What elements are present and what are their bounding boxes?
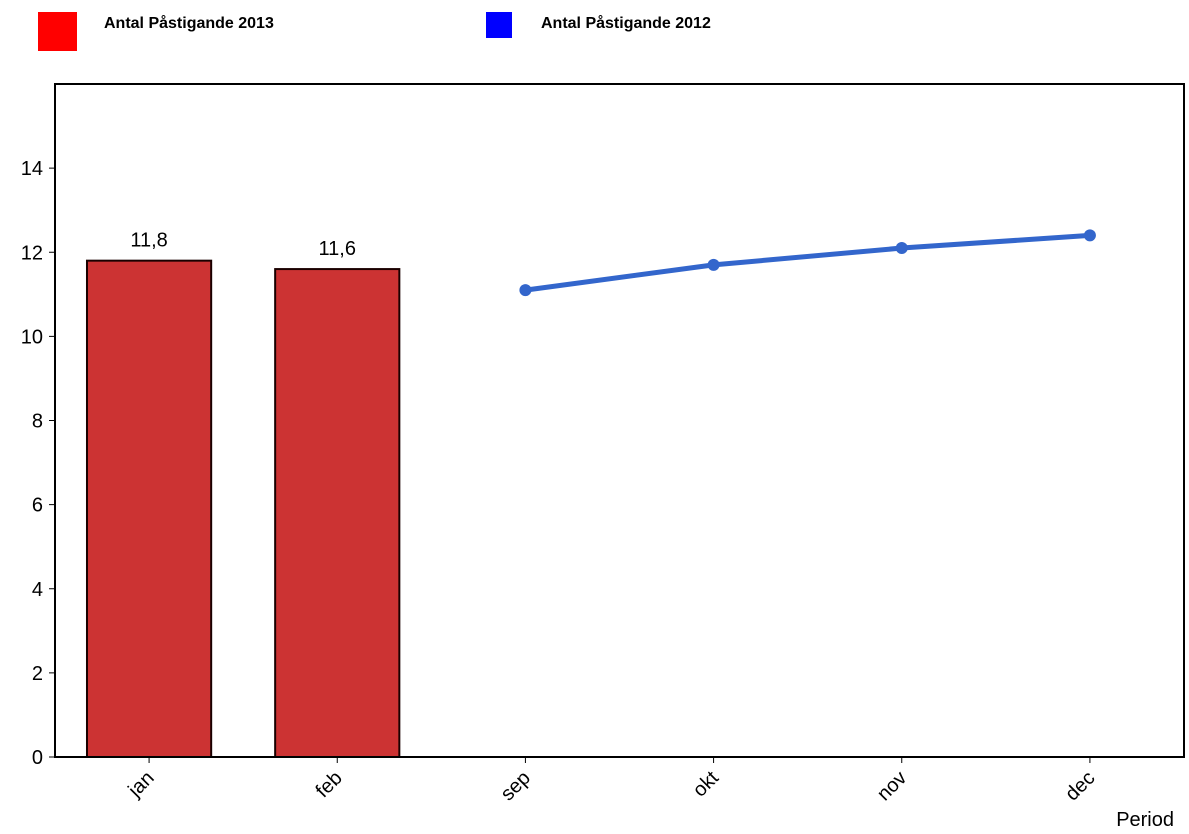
- legend-swatch-2013: [38, 12, 77, 51]
- x-tick-label: nov: [873, 767, 911, 805]
- x-tick-label: dec: [1061, 767, 1099, 805]
- bar-feb: [274, 268, 401, 758]
- y-tick-label: 8: [32, 411, 43, 433]
- bar-value-label: 11,6: [319, 238, 356, 260]
- y-tick-label: 0: [32, 747, 43, 769]
- x-tick-label: jan: [123, 767, 158, 802]
- line-path-2012: [525, 232, 1091, 293]
- x-axis-title: Period: [1116, 809, 1174, 831]
- plot-frame: [54, 83, 1185, 758]
- bar-value-label: 11,8: [130, 230, 167, 252]
- y-tick-label: 12: [21, 242, 43, 264]
- y-tick-label: 4: [32, 579, 43, 601]
- legend-label-2012: Antal Påstigande 2012: [541, 15, 711, 32]
- y-tick-label: 2: [32, 663, 43, 685]
- bar-jan: [85, 259, 213, 758]
- x-axis: jan feb sep okt nov dec Period: [123, 757, 1174, 831]
- line-point-sep: [519, 284, 532, 297]
- x-tick-label: okt: [689, 767, 724, 802]
- line-point-okt: [707, 258, 720, 271]
- chart-legend: Antal Påstigande 2013 Antal Påstigande 2…: [0, 8, 1189, 53]
- y-tick-label: 10: [21, 326, 43, 348]
- y-axis: 0 2 4 6 8 10 12 14: [21, 158, 55, 769]
- y-tick-label: 6: [32, 495, 43, 517]
- legend-label-2013: Antal Påstigande 2013: [104, 15, 274, 32]
- x-tick-label: sep: [497, 767, 535, 805]
- line-series-2012: [519, 229, 1096, 297]
- y-tick-label: 14: [21, 158, 43, 180]
- bar-series-2013: 11,8 11,6: [85, 230, 401, 758]
- x-tick-label: feb: [312, 767, 347, 802]
- line-point-dec: [1083, 229, 1096, 242]
- legend-swatch-2012: [486, 12, 512, 38]
- line-point-nov: [895, 242, 908, 255]
